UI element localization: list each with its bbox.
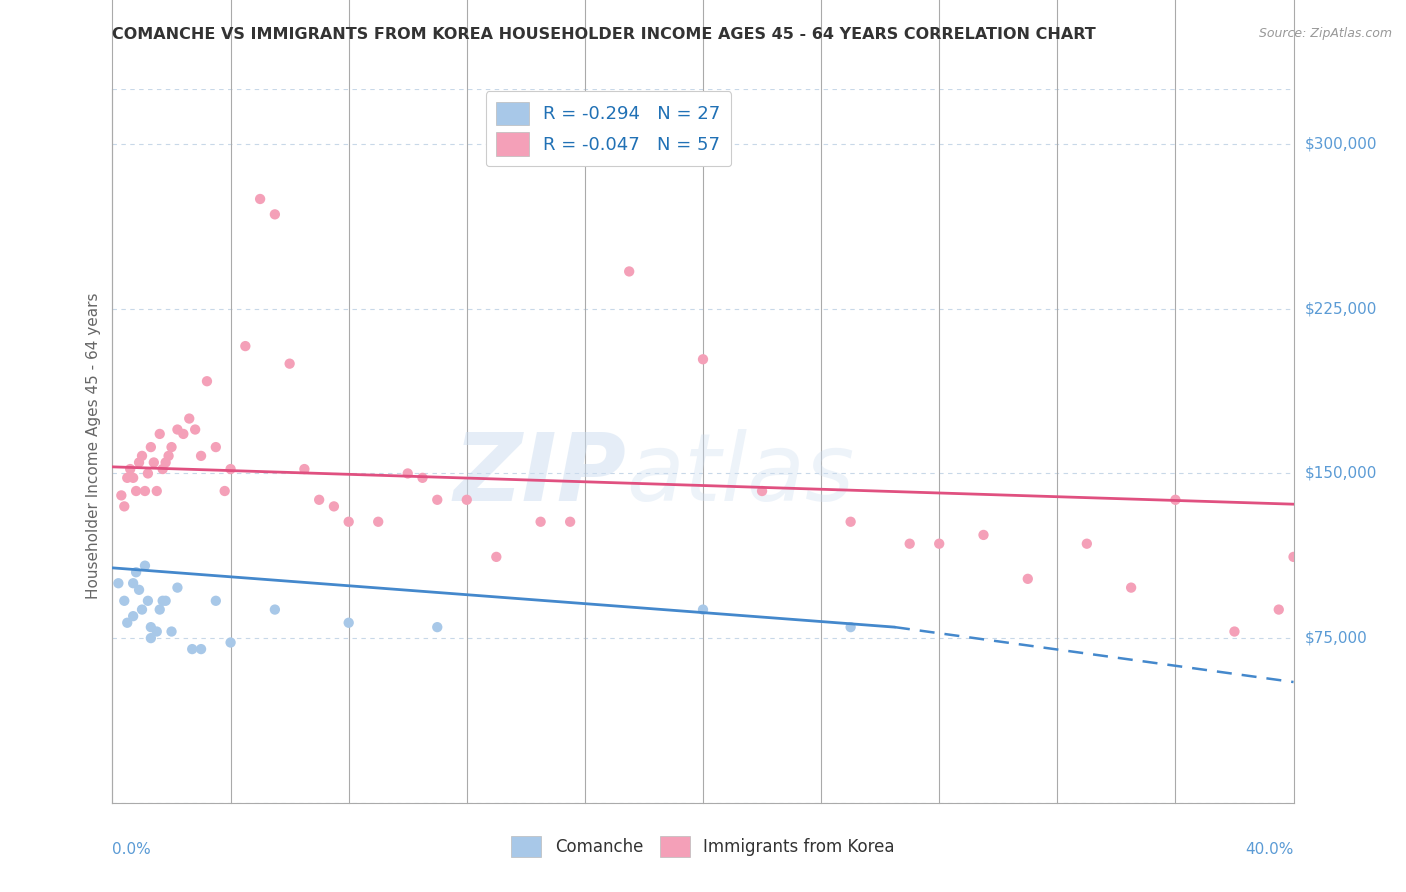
Point [323, 500, 346, 514]
Point [426, 492, 449, 507]
Point [155, 455, 177, 469]
Point [155, 594, 177, 608]
Point [110, 488, 132, 502]
Point [751, 483, 773, 498]
Point [337, 615, 360, 630]
Point [136, 467, 159, 481]
Point [122, 471, 145, 485]
Point [337, 515, 360, 529]
Point [205, 594, 228, 608]
Point [456, 492, 478, 507]
Text: COMANCHE VS IMMIGRANTS FROM KOREA HOUSEHOLDER INCOME AGES 45 - 64 YEARS CORRELAT: COMANCHE VS IMMIGRANTS FROM KOREA HOUSEH… [112, 27, 1097, 42]
Point [152, 462, 174, 476]
Point [134, 558, 156, 573]
Y-axis label: Householder Income Ages 45 - 64 years: Householder Income Ages 45 - 64 years [86, 293, 101, 599]
Point [172, 426, 194, 441]
Point [426, 620, 449, 634]
Point [249, 192, 271, 206]
Point [160, 440, 183, 454]
Point [117, 615, 138, 630]
Point [1076, 537, 1098, 551]
Legend: Comanche, Immigrants from Korea: Comanche, Immigrants from Korea [503, 828, 903, 866]
Point [149, 602, 172, 616]
Point [839, 620, 862, 634]
Point [122, 576, 145, 591]
Point [1282, 549, 1305, 564]
Point [839, 515, 862, 529]
Text: atlas: atlas [626, 429, 855, 520]
Text: 0.0%: 0.0% [112, 842, 152, 857]
Point [411, 471, 433, 485]
Point [184, 423, 207, 437]
Point [219, 462, 242, 476]
Point [157, 449, 180, 463]
Point [128, 455, 150, 469]
Point [139, 631, 162, 645]
Point [214, 483, 236, 498]
Text: $75,000: $75,000 [1305, 631, 1368, 646]
Point [136, 594, 159, 608]
Point [1017, 572, 1039, 586]
Point [692, 602, 714, 616]
Point [190, 449, 212, 463]
Point [278, 357, 301, 371]
Point [146, 624, 169, 639]
Point [149, 426, 172, 441]
Point [264, 207, 287, 221]
Point [152, 594, 174, 608]
Point [117, 471, 138, 485]
Point [125, 566, 148, 580]
Point [529, 515, 551, 529]
Point [128, 582, 150, 597]
Point [973, 528, 995, 542]
Text: $225,000: $225,000 [1305, 301, 1376, 317]
Point [1223, 624, 1246, 639]
Point [898, 537, 921, 551]
Point [1119, 581, 1142, 595]
Point [134, 483, 156, 498]
Point [139, 440, 162, 454]
Text: $300,000: $300,000 [1305, 136, 1376, 152]
Point [112, 594, 135, 608]
Point [396, 467, 419, 481]
Point [166, 423, 188, 437]
Point [179, 411, 201, 425]
Point [264, 602, 287, 616]
Point [131, 602, 153, 616]
Point [122, 609, 145, 624]
Point [146, 483, 169, 498]
Point [485, 549, 508, 564]
Point [205, 440, 228, 454]
Point [558, 515, 582, 529]
Point [292, 462, 315, 476]
Point [160, 624, 183, 639]
Point [112, 500, 135, 514]
Text: $150,000: $150,000 [1305, 466, 1376, 481]
Point [166, 581, 188, 595]
Point [139, 620, 162, 634]
Point [120, 462, 142, 476]
Text: Source: ZipAtlas.com: Source: ZipAtlas.com [1258, 27, 1392, 40]
Point [190, 642, 212, 657]
Point [131, 449, 153, 463]
Point [1164, 492, 1187, 507]
Point [107, 576, 129, 591]
Point [367, 515, 389, 529]
Point [619, 264, 641, 278]
Point [195, 374, 218, 388]
Point [125, 483, 148, 498]
Text: 40.0%: 40.0% [1246, 842, 1294, 857]
Point [233, 339, 256, 353]
Point [928, 537, 950, 551]
Point [219, 635, 242, 649]
Text: ZIP: ZIP [453, 428, 626, 521]
Point [1268, 602, 1291, 616]
Point [692, 352, 714, 367]
Point [181, 642, 204, 657]
Point [142, 455, 165, 469]
Point [308, 492, 330, 507]
